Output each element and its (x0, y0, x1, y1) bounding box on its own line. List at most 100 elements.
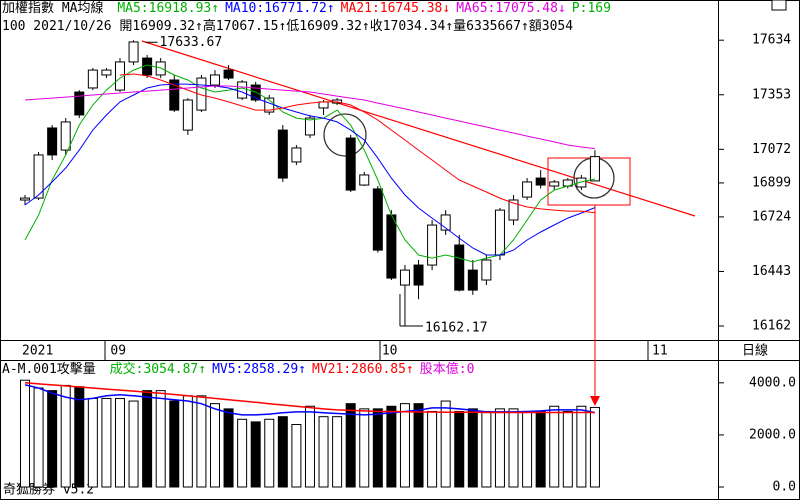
indicator: P:169 (571, 1, 611, 16)
volume-bar (589, 406, 600, 488)
volume-bar (576, 405, 587, 488)
volume-bar (345, 403, 356, 488)
candle-body (494, 209, 505, 256)
candle-body (196, 77, 207, 111)
candle-body (508, 199, 519, 221)
candle-body (549, 181, 560, 187)
candle-body (318, 101, 329, 109)
info-line: 100 2021/10/26 開16909.32↑高17067.15↑低1690… (2, 18, 716, 36)
candle-body (128, 41, 139, 63)
legend-entry: MA65:17075.48↓ (456, 1, 566, 16)
legend-entry: 成交:3054.87↑ (109, 362, 207, 377)
volume-bar (20, 379, 30, 488)
candle-body (467, 269, 478, 291)
y-tick-label: 4000.0 (749, 375, 796, 390)
y-tick-label: 17353 (752, 87, 791, 102)
candle-body (576, 177, 587, 188)
legend-entry: MA21:16745.38↓ (340, 1, 451, 16)
window-button[interactable] (771, 0, 787, 11)
candle-body (359, 174, 370, 186)
candle-body (454, 244, 465, 291)
y-tick-label: 2000.0 (749, 427, 796, 442)
volume-bar (549, 405, 560, 488)
volume-bar (522, 410, 533, 488)
volume-bar (291, 423, 302, 488)
volume-bar (196, 395, 207, 488)
volume-bar (277, 416, 288, 488)
series-line (119, 73, 595, 214)
volume-bar (535, 410, 546, 488)
x-tick-label: 2021 (22, 344, 53, 359)
candle-body (386, 214, 397, 279)
volume-bar (413, 403, 424, 488)
volume-bar (114, 397, 125, 488)
trend-line (141, 40, 696, 217)
volume-bar (209, 403, 220, 488)
series-line (24, 85, 595, 150)
range-label[interactable]: 日線 (742, 343, 768, 359)
volume-bar (101, 397, 112, 488)
highlight-box (547, 157, 631, 206)
candle-body (87, 69, 98, 89)
candle-body (209, 74, 220, 86)
candle-body (535, 177, 546, 186)
volume-bar (508, 408, 519, 488)
volume-bar (33, 387, 44, 488)
volume-bar (60, 384, 71, 488)
volume-title: A-M.001攻擊量 (2, 362, 96, 377)
x-tick-label: 09 (110, 344, 126, 359)
volume-bar (427, 410, 438, 488)
x-tick-label: 10 (382, 344, 398, 359)
price-header: 加權指數 MA均線 MA5:16918.93↑ MA10:16771.72↑ MA2… (2, 0, 716, 18)
candle-body (277, 129, 288, 179)
info-text: 100 2021/10/26 開16909.32↑高17067.15↑低1690… (2, 19, 574, 34)
y-tick-label: 17072 (752, 142, 791, 157)
volume-bar (142, 390, 153, 488)
volume-bar (304, 405, 315, 488)
candle-body (74, 91, 85, 116)
candle-body (60, 121, 71, 151)
candle-body (20, 197, 30, 201)
legend-entry: MV5:2858.29↑ (212, 362, 306, 377)
volume-bar (372, 408, 383, 488)
candle-body (182, 99, 193, 131)
volume-bar (562, 410, 573, 488)
volume-bar (182, 395, 193, 488)
candle-body (522, 181, 533, 198)
volume-header: A-M.001攻擊量 成交:3054.87↑ MV5:2858.29↑ MV21:2… (2, 361, 716, 379)
volume-bar (169, 400, 180, 488)
volume-bar (264, 418, 275, 488)
candle-body (345, 137, 356, 191)
candle-body (427, 224, 438, 266)
highlight-circle (323, 113, 367, 157)
chart-title: 加權指數 MA均線 (2, 1, 104, 16)
annotation: 16162.17 (425, 320, 488, 335)
arrow-head (590, 396, 600, 406)
candle-body (223, 69, 234, 79)
indicator: 股本億:0 (419, 362, 475, 377)
volume-bar (155, 390, 166, 488)
y-tick-label: 16443 (752, 264, 791, 279)
x-tick-label: 11 (652, 344, 668, 359)
candle-body (33, 154, 44, 199)
volume-bar (359, 408, 370, 488)
annotation: 17633.67 (160, 35, 223, 50)
series-line (24, 83, 596, 256)
candle-body (237, 81, 248, 99)
volume-bar (494, 408, 505, 488)
volume-bar (128, 400, 139, 488)
volume-bar (440, 400, 451, 488)
candle-body (589, 156, 600, 182)
volume-bar (74, 386, 85, 488)
y-tick-label: 16162 (752, 319, 791, 334)
volume-bar (386, 405, 397, 488)
volume-bar (399, 403, 410, 488)
candle-body (169, 79, 180, 111)
legend-entry: MA10:16771.72↑ (225, 1, 335, 16)
volume-bar (467, 408, 478, 488)
candle-body (372, 188, 383, 251)
volume-bar (237, 418, 248, 488)
y-tick-label: 16724 (752, 209, 791, 224)
candle-body (440, 214, 451, 231)
